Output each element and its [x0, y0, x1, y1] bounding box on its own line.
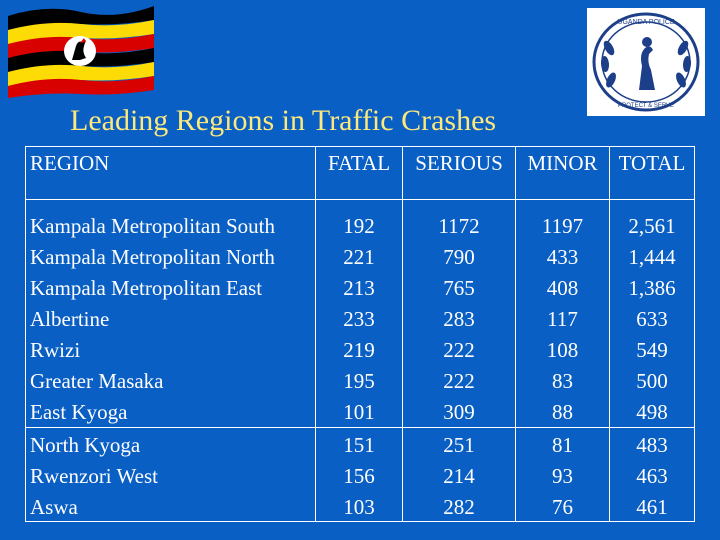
table-cell-serious: 1172 [438, 214, 480, 238]
table-cell-region: East Kyoga [30, 400, 128, 424]
table-cell-region: North Kyoga [30, 433, 141, 457]
table-border-left [25, 146, 26, 522]
table-cell-fatal: 151 [343, 433, 375, 457]
table-group-divider [25, 427, 695, 428]
table-cell-serious: 765 [443, 276, 475, 300]
table-cell-region: Kampala Metropolitan North [30, 245, 275, 269]
table-cell-minor: 76 [552, 495, 573, 519]
table-cell-region: Greater Masaka [30, 369, 164, 393]
table-cell-serious: 309 [443, 400, 475, 424]
table-cell-minor: 93 [552, 464, 573, 488]
table-cell-region: Rwizi [30, 338, 81, 362]
table-cell-serious: 214 [443, 464, 475, 488]
table-cell-serious: 283 [443, 307, 475, 331]
seal-bottom-text: PROTECT & SERVE [618, 103, 674, 109]
table-cell-fatal: 156 [343, 464, 375, 488]
page-title: Leading Regions in Traffic Crashes [70, 104, 497, 137]
table-cell-serious: 790 [443, 245, 475, 269]
table-cell-region: Rwenzori West [30, 464, 158, 488]
table-cell-minor: 108 [546, 338, 579, 362]
table-cell-fatal: 219 [343, 338, 375, 362]
laurel-leaves-icon [600, 40, 692, 88]
table-cell-total: 633 [636, 307, 668, 331]
header-fatal: FATAL [327, 151, 391, 175]
table-col-divider [515, 146, 516, 522]
crash-regions-table: REGION FATAL SERIOUS MINOR TOTAL Kampala… [25, 146, 695, 522]
crested-crane-icon [639, 46, 655, 90]
table-cell-minor: 81 [552, 433, 573, 457]
table-border-top [25, 146, 695, 147]
header-region: REGION [30, 151, 110, 175]
table-col-divider [402, 146, 403, 522]
seal-top-text: UGANDA POLICE [617, 19, 675, 26]
table-cell-total: 549 [636, 338, 668, 362]
table-cell-serious: 222 [443, 338, 475, 362]
table-cell-minor: 88 [552, 400, 573, 424]
uganda-police-seal-logo: UGANDA POLICE PROTECT & SERVE [587, 8, 705, 116]
table-cell-serious: 222 [443, 369, 475, 393]
table-cell-minor: 408 [546, 276, 579, 300]
table-cell-region: Kampala Metropolitan East [30, 276, 263, 300]
table-cell-total: 463 [636, 464, 668, 488]
table-cell-region: Aswa [30, 495, 78, 519]
table-cell-total: 1,386 [628, 276, 676, 300]
table-cell-fatal: 103 [343, 495, 375, 519]
table-cell-fatal: 101 [343, 400, 375, 424]
table-cell-fatal: 213 [343, 276, 375, 300]
table-cell-fatal: 195 [343, 369, 375, 393]
table-cell-minor: 1197 [541, 214, 584, 238]
uganda-flag-logo [8, 6, 154, 98]
table-cell-serious: 251 [443, 433, 475, 457]
table-cell-fatal: 233 [343, 307, 375, 331]
table-border-bottom [25, 521, 695, 522]
table-cell-minor: 117 [547, 307, 578, 331]
table-col-divider [315, 146, 316, 522]
table-col-divider [609, 146, 610, 522]
table-cell-fatal: 221 [343, 245, 375, 269]
header-total: TOTAL [618, 151, 686, 175]
table-header-divider [25, 199, 695, 200]
table-cell-minor: 433 [546, 245, 579, 269]
table-cell-total: 498 [636, 400, 668, 424]
table-cell-total: 2,561 [628, 214, 676, 238]
table-cell-minor: 83 [552, 369, 573, 393]
table-cell-total: 1,444 [628, 245, 676, 269]
header-serious: SERIOUS [415, 151, 503, 175]
table-cell-fatal: 192 [343, 214, 375, 238]
table-cell-region: Kampala Metropolitan South [30, 214, 275, 238]
table-cell-total: 483 [636, 433, 668, 457]
table-cell-region: Albertine [30, 307, 110, 331]
table-cell-total: 461 [636, 495, 668, 519]
header-minor: MINOR [527, 151, 598, 175]
crane-icon [72, 40, 86, 60]
table-cell-total: 500 [636, 369, 668, 393]
table-border-right [694, 146, 695, 522]
table-cell-serious: 282 [443, 495, 475, 519]
